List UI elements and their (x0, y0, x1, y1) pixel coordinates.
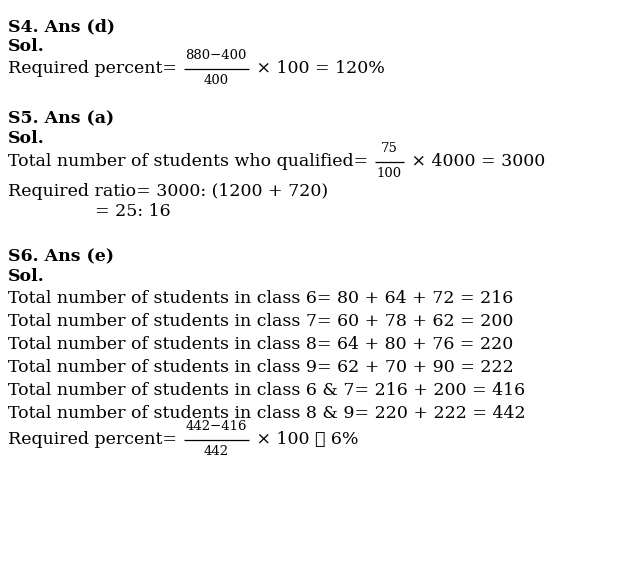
Text: S4. Ans (d): S4. Ans (d) (8, 18, 115, 35)
Text: Total number of students in class 6= 80 + 64 + 72 = 216: Total number of students in class 6= 80 … (8, 290, 513, 307)
Text: S6. Ans (e): S6. Ans (e) (8, 248, 114, 265)
Text: Total number of students in class 8= 64 + 80 + 76 = 220: Total number of students in class 8= 64 … (8, 336, 513, 353)
Text: × 100 ≅ 6%: × 100 ≅ 6% (251, 431, 358, 448)
Text: Total number of students in class 8 & 9= 220 + 222 = 442: Total number of students in class 8 & 9=… (8, 405, 526, 422)
Text: Total number of students in class 6 & 7= 216 + 200 = 416: Total number of students in class 6 & 7=… (8, 382, 525, 399)
Text: Required percent=: Required percent= (8, 61, 183, 77)
Text: 880−400: 880−400 (186, 49, 247, 62)
Text: × 100 = 120%: × 100 = 120% (251, 61, 385, 77)
Text: Total number of students in class 7= 60 + 78 + 62 = 200: Total number of students in class 7= 60 … (8, 313, 513, 330)
Text: 75: 75 (381, 142, 398, 155)
Text: 442: 442 (204, 445, 229, 458)
Text: × 4000 = 3000: × 4000 = 3000 (406, 154, 545, 171)
Text: = 25: 16: = 25: 16 (95, 203, 171, 220)
Text: 442−416: 442−416 (186, 420, 247, 433)
Text: Total number of students who qualified=: Total number of students who qualified= (8, 154, 374, 171)
Text: Required ratio= 3000: (1200 + 720): Required ratio= 3000: (1200 + 720) (8, 183, 328, 200)
Text: Total number of students in class 9= 62 + 70 + 90 = 222: Total number of students in class 9= 62 … (8, 359, 514, 376)
Text: Sol.: Sol. (8, 130, 45, 147)
Text: Sol.: Sol. (8, 268, 45, 285)
Text: Required percent=: Required percent= (8, 431, 183, 448)
Text: S5. Ans (a): S5. Ans (a) (8, 110, 114, 127)
Text: 100: 100 (377, 167, 402, 180)
Text: Sol.: Sol. (8, 38, 45, 55)
Text: 400: 400 (204, 74, 229, 87)
